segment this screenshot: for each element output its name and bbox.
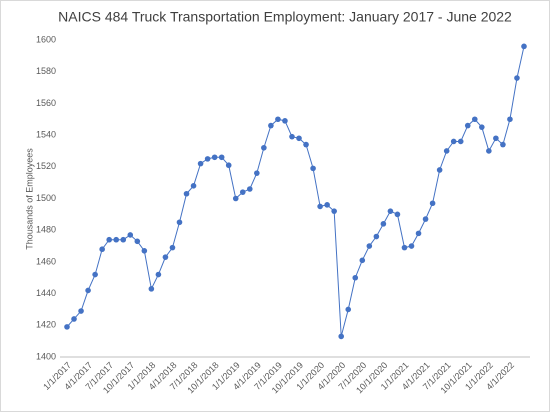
y-tick-label: 1500: [36, 193, 56, 203]
marker: [113, 236, 120, 243]
marker: [345, 306, 352, 313]
marker: [500, 141, 506, 148]
marker: [514, 75, 520, 81]
marker: [64, 324, 70, 330]
y-tick-label: 1480: [36, 225, 56, 235]
marker: [99, 246, 105, 253]
marker: [296, 135, 302, 142]
marker: [310, 165, 316, 172]
y-tick-label: 1520: [36, 161, 56, 171]
marker: [141, 248, 148, 254]
marker: [394, 211, 401, 218]
marker: [268, 122, 274, 129]
marker: [204, 156, 211, 162]
marker: [247, 186, 253, 192]
marker: [211, 154, 218, 161]
marker: [366, 243, 373, 249]
marker: [443, 148, 450, 154]
marker: [254, 170, 260, 176]
marker: [493, 135, 499, 142]
marker: [479, 124, 485, 130]
marker: [162, 254, 169, 260]
marker: [92, 271, 98, 278]
marker: [387, 208, 394, 214]
marker: [464, 122, 471, 129]
marker: [317, 203, 323, 210]
y-tick-label: 1560: [36, 98, 56, 108]
marker: [190, 183, 197, 189]
marker: [436, 167, 443, 173]
y-tick-label: 1440: [36, 288, 56, 298]
marker: [373, 233, 380, 240]
marker: [422, 216, 429, 222]
marker: [401, 244, 408, 251]
marker: [521, 43, 527, 50]
marker: [148, 286, 155, 292]
marker: [218, 154, 225, 161]
marker: [71, 316, 77, 322]
marker: [127, 232, 134, 238]
marker: [120, 236, 127, 243]
marker: [261, 144, 267, 151]
y-tick-label: 1540: [36, 129, 56, 139]
marker: [169, 244, 176, 251]
marker: [232, 195, 239, 202]
y-tick-label: 1600: [36, 34, 56, 44]
marker: [275, 116, 281, 123]
marker: [408, 243, 415, 249]
marker: [225, 162, 232, 169]
y-tick-label: 1420: [36, 320, 56, 330]
marker: [197, 160, 204, 167]
marker: [176, 219, 183, 226]
marker: [415, 230, 422, 237]
y-tick-label: 1400: [36, 351, 56, 361]
marker: [507, 116, 513, 123]
marker: [106, 236, 112, 243]
marker: [338, 333, 345, 340]
marker: [85, 287, 91, 294]
marker: [303, 141, 309, 148]
marker: [289, 133, 295, 140]
marker: [183, 190, 190, 197]
marker: [331, 208, 337, 214]
marker: [78, 308, 84, 314]
marker: [324, 202, 330, 208]
chart-title: NAICS 484 Truck Transportation Employmen…: [58, 9, 512, 25]
marker: [352, 274, 359, 281]
marker: [429, 200, 436, 207]
y-tick-label: 1580: [36, 66, 56, 76]
marker: [450, 138, 457, 145]
marker: [471, 116, 478, 123]
marker: [282, 118, 288, 124]
marker: [359, 257, 366, 264]
marker: [457, 138, 464, 145]
marker: [380, 221, 387, 227]
marker: [239, 189, 246, 195]
y-axis-title: Thousands of Employees: [24, 148, 34, 250]
marker: [155, 271, 162, 278]
marker: [486, 148, 492, 154]
marker: [134, 238, 141, 245]
y-tick-label: 1460: [36, 256, 56, 266]
